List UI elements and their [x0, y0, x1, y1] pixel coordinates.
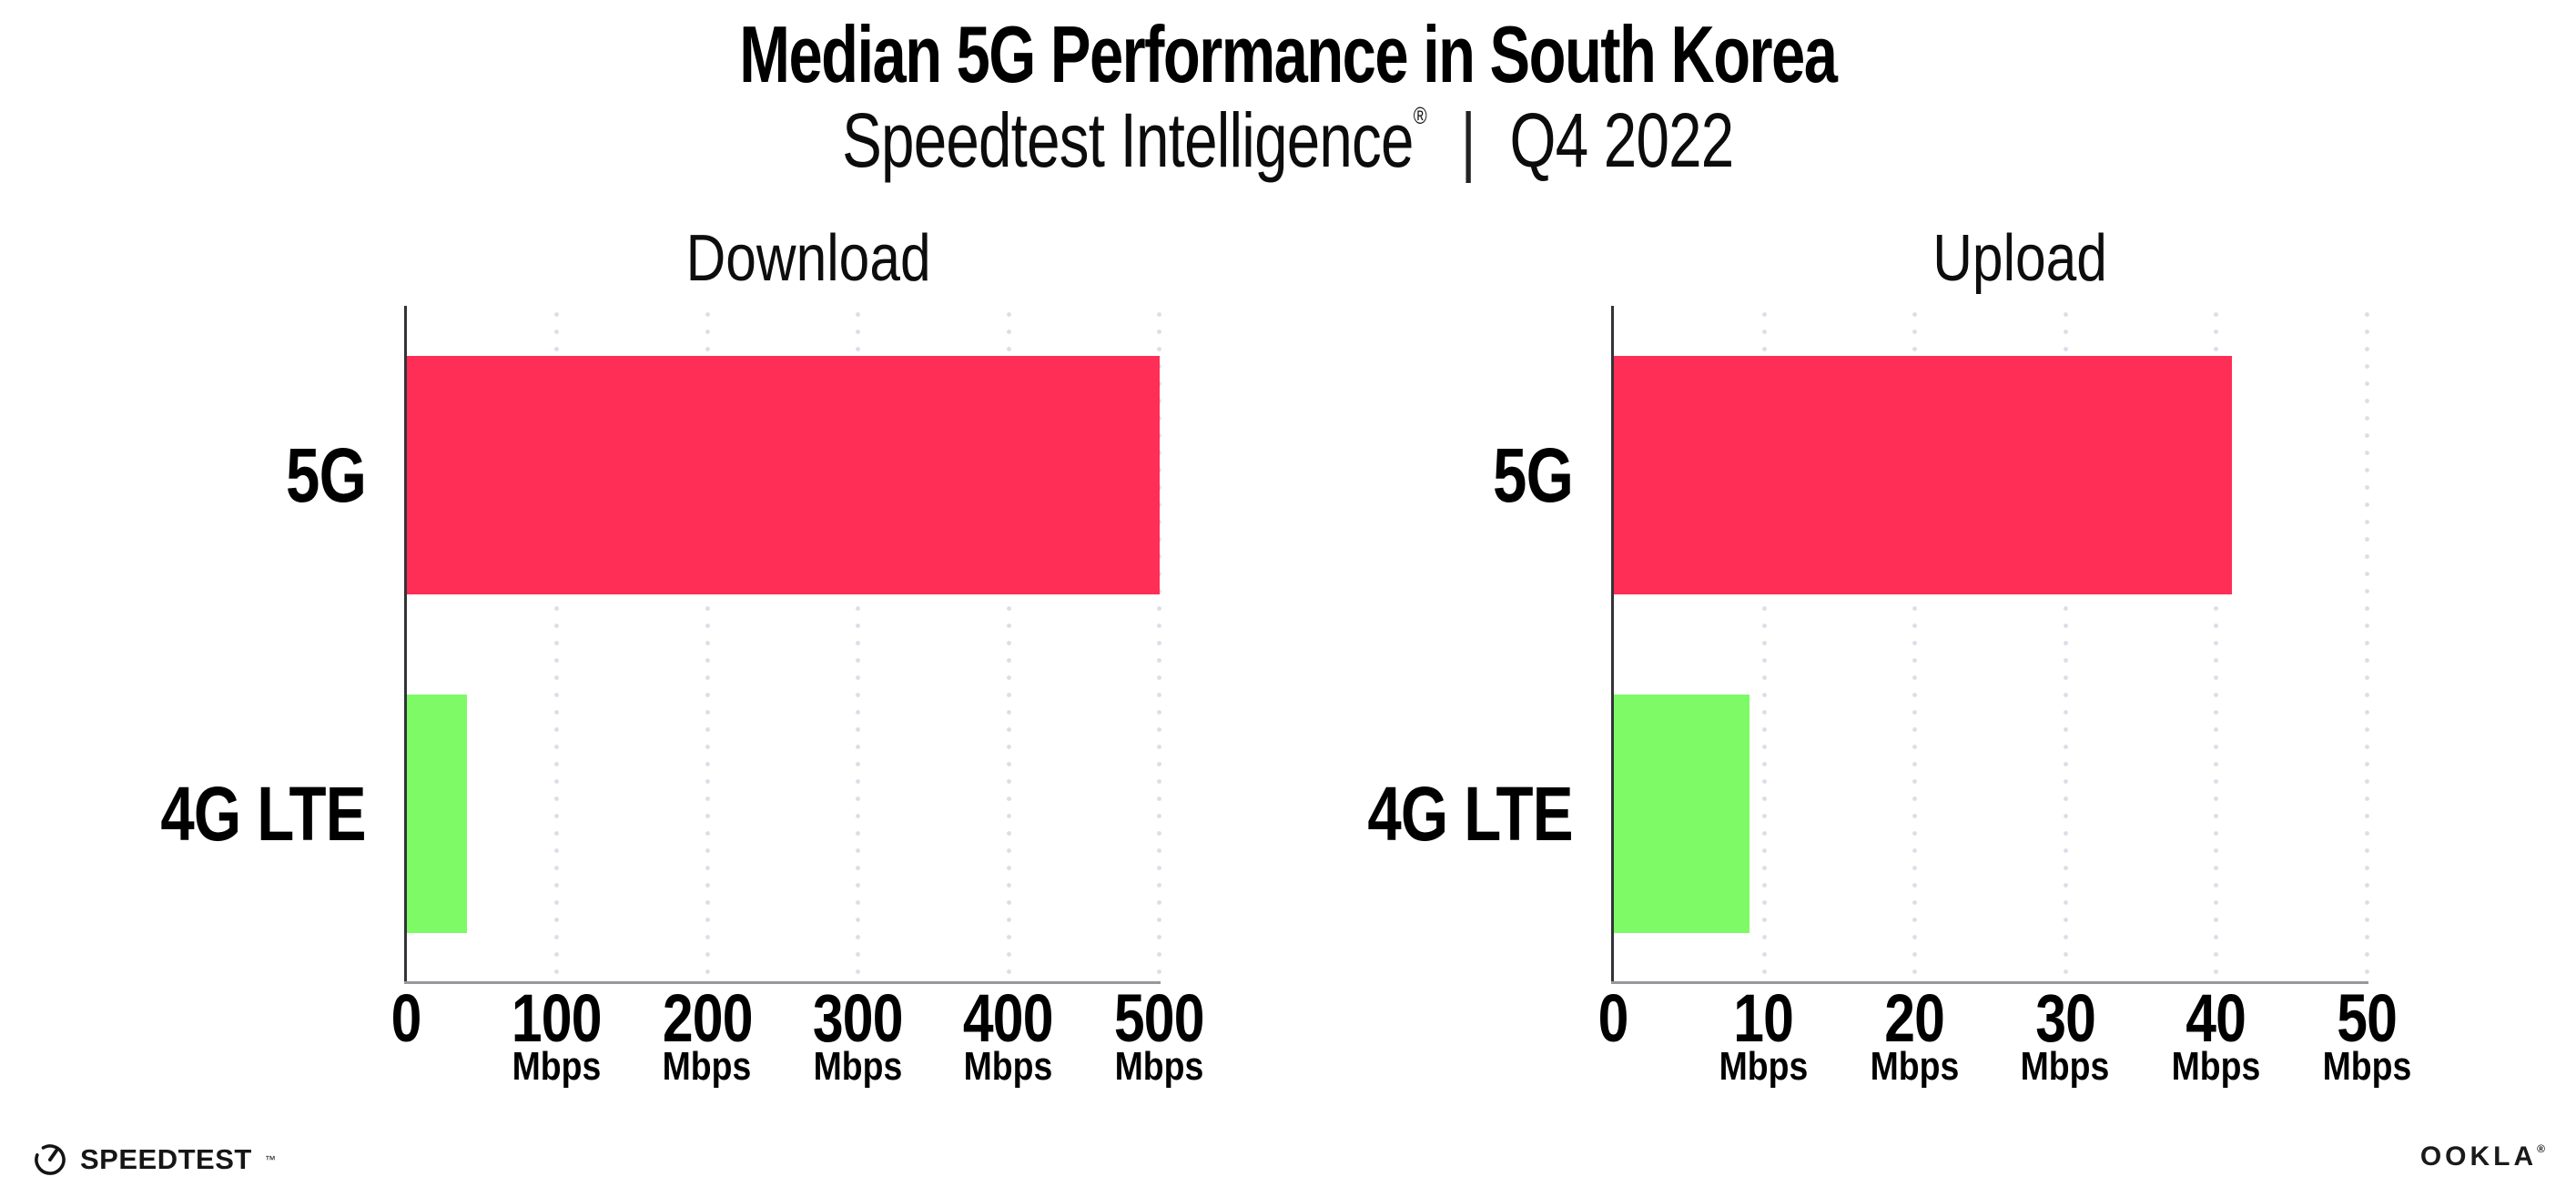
- x-tick-label-10: 10: [1733, 980, 1795, 1056]
- x-tick-unit-500: Mbps: [1114, 1044, 1203, 1089]
- download-chart-title: Download: [685, 222, 931, 295]
- subtitle-period: Q4 2022: [1509, 97, 1735, 183]
- speedtest-gauge-icon: [35, 1144, 66, 1175]
- gridline-30: [2063, 306, 2068, 983]
- y-axis-line: [1611, 306, 1614, 983]
- gridline-10: [1761, 306, 1767, 983]
- x-tick-unit-50: Mbps: [2322, 1044, 2411, 1089]
- x-tick-unit-100: Mbps: [512, 1044, 602, 1089]
- gridline-400: [1006, 306, 1011, 983]
- x-tick-label-0: 0: [390, 980, 422, 1056]
- speedtest-logo-text: SPEEDTEST: [80, 1143, 252, 1175]
- page-subtitle: Speedtest Intelligence® | Q4 2022: [0, 102, 2576, 178]
- x-tick-label-400: 400: [963, 980, 1054, 1056]
- page-title-text: Median 5G Performance in South Korea: [739, 9, 1838, 99]
- gridline-500: [1157, 306, 1161, 983]
- x-axis-line: [1611, 981, 2368, 984]
- x-tick-label-300: 300: [812, 980, 904, 1056]
- category-label-5g: 5G: [285, 432, 367, 518]
- subtitle-brand: Speedtest Intelligence: [842, 97, 1414, 183]
- x-tick-unit-20: Mbps: [1870, 1044, 1960, 1089]
- gridline-40: [2214, 306, 2219, 983]
- bar-5g: [1614, 356, 2232, 594]
- subtitle-separator: |: [1460, 97, 1476, 183]
- x-tick-label-200: 200: [662, 980, 753, 1056]
- page-title: Median 5G Performance in South Korea: [0, 15, 2576, 95]
- x-axis-line: [404, 981, 1161, 984]
- x-tick-unit-10: Mbps: [1719, 1044, 1809, 1089]
- x-tick-label-20: 20: [1884, 980, 1945, 1056]
- x-tick-unit-200: Mbps: [662, 1044, 752, 1089]
- category-label-4g-lte: 4G LTE: [160, 771, 367, 857]
- x-tick-unit-40: Mbps: [2171, 1044, 2261, 1089]
- x-tick-unit-30: Mbps: [2020, 1044, 2110, 1089]
- ookla-logo-text: OOKLA: [2419, 1141, 2538, 1172]
- gridline-100: [554, 306, 560, 983]
- gridline-300: [856, 306, 861, 983]
- speedtest-trademark-mark: ™: [264, 1153, 276, 1166]
- gridline-50: [2365, 306, 2369, 983]
- bar-4g-lte: [1614, 695, 1750, 933]
- x-tick-label-100: 100: [511, 980, 603, 1056]
- x-tick-unit-400: Mbps: [963, 1044, 1053, 1089]
- ookla-registered-mark: ®: [2537, 1142, 2545, 1155]
- category-label-4g-lte: 4G LTE: [1367, 771, 1574, 857]
- bar-5g: [407, 356, 1160, 594]
- x-tick-label-0: 0: [1597, 980, 1629, 1056]
- x-tick-label-30: 30: [2034, 980, 2096, 1056]
- x-tick-label-40: 40: [2186, 980, 2246, 1056]
- upload-chart-title: Upload: [1932, 222, 2107, 295]
- speedtest-logo: SPEEDTEST ™: [33, 1134, 276, 1185]
- y-axis-line: [404, 306, 407, 983]
- x-tick-unit-300: Mbps: [813, 1044, 903, 1089]
- bar-4g-lte: [407, 695, 468, 933]
- registered-trademark-mark: ®: [1413, 102, 1427, 129]
- x-tick-label-50: 50: [2337, 980, 2398, 1056]
- gridline-20: [1912, 306, 1918, 983]
- category-label-5g: 5G: [1492, 432, 1574, 518]
- ookla-logo: OOKLA®: [2420, 1141, 2545, 1172]
- gridline-200: [705, 306, 710, 983]
- x-tick-label-500: 500: [1113, 980, 1205, 1056]
